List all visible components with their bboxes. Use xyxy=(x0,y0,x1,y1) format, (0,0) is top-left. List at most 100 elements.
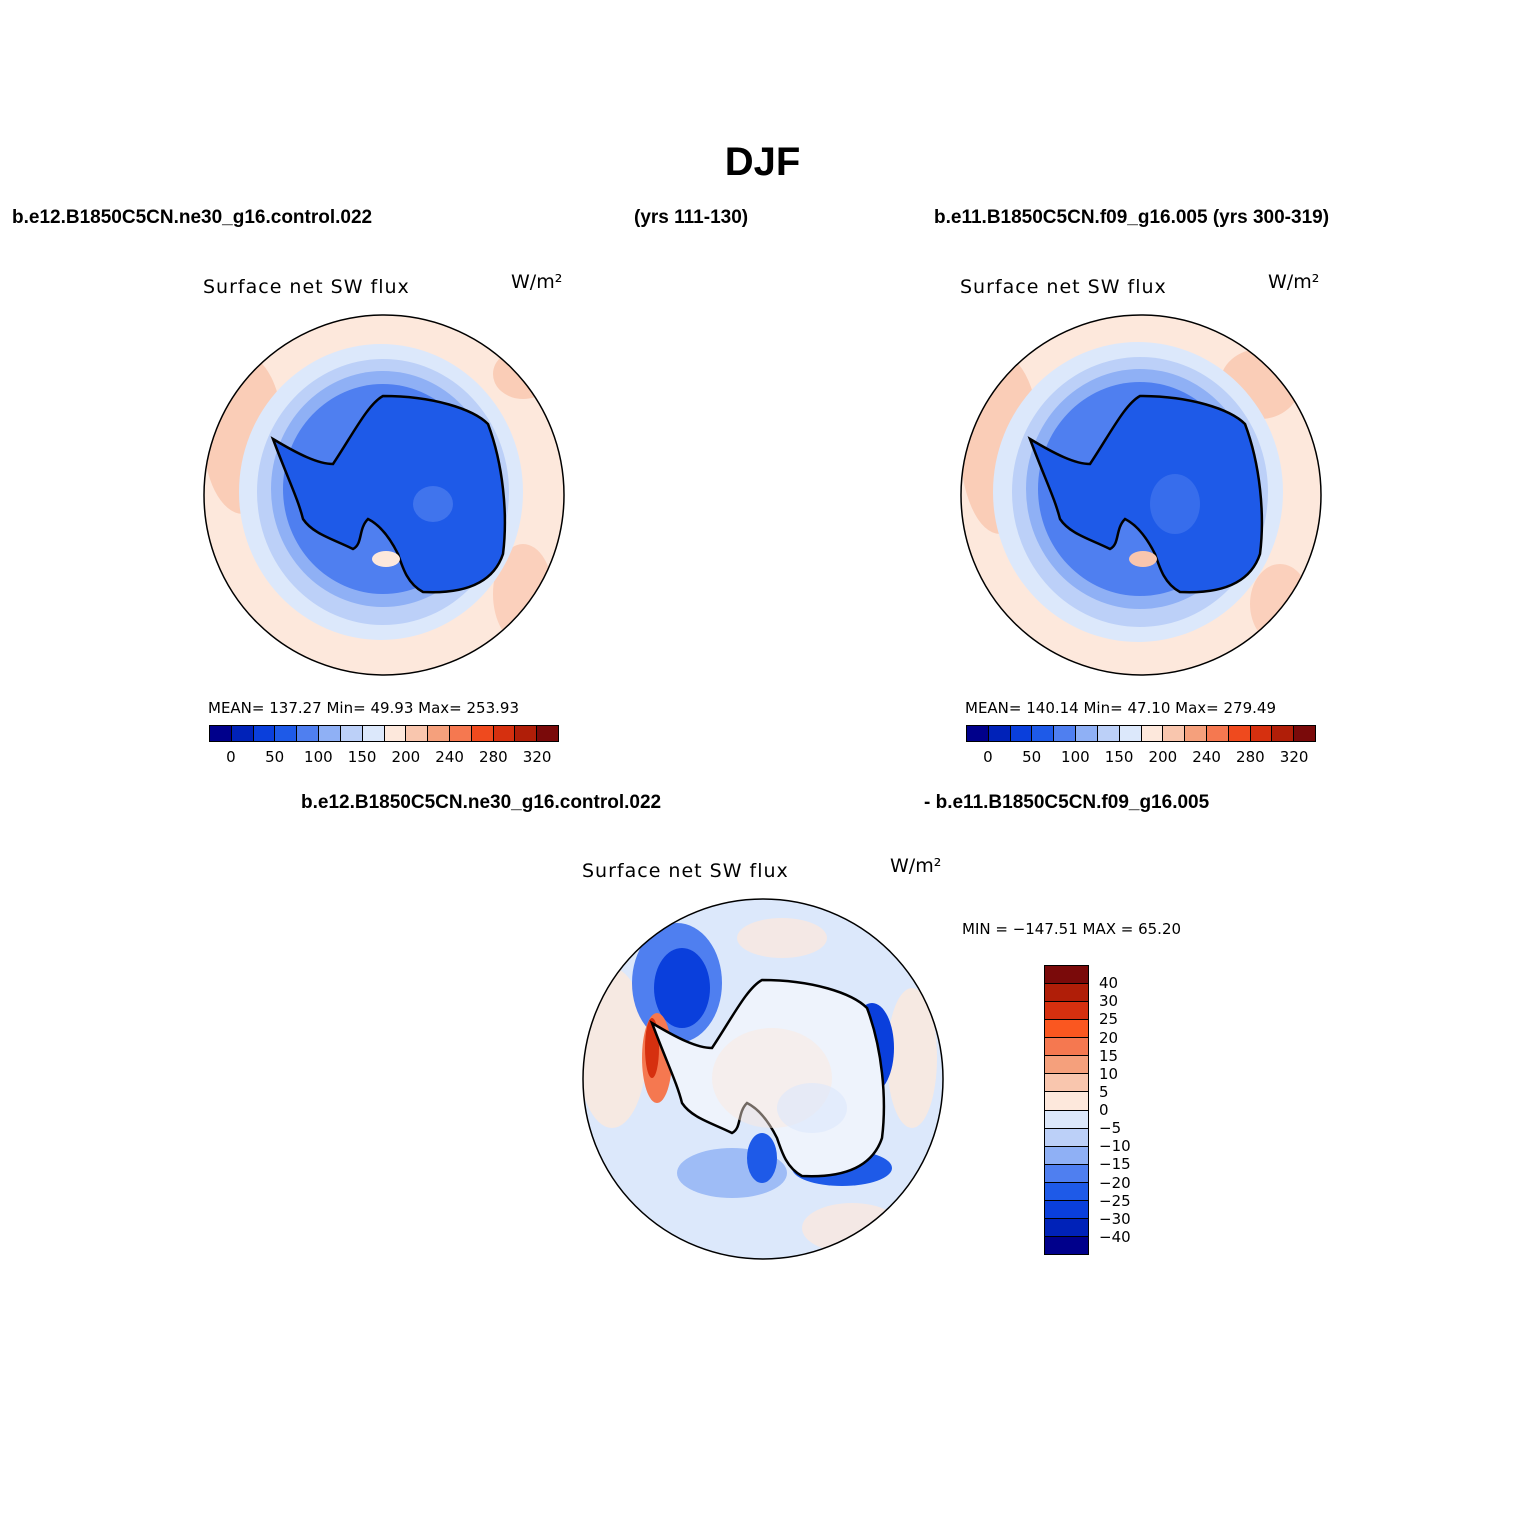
panel2-colorbar-tick: 50 xyxy=(1022,748,1042,766)
panel1-units: W/m² xyxy=(511,271,563,293)
panel3-variable: Surface net SW flux xyxy=(582,860,789,882)
panel2-colorbar-box xyxy=(1250,726,1273,741)
panel3-colorbar-tick: 10 xyxy=(1099,1064,1119,1083)
panel3-colorbar-tick: −20 xyxy=(1099,1173,1131,1192)
panel1-colorbar-box xyxy=(537,726,558,741)
panel3-colorbar-box xyxy=(1045,984,1088,1003)
panel3-colorbar-tick: 25 xyxy=(1099,1010,1119,1029)
panel1-colorbar-tick: 0 xyxy=(226,748,236,766)
panel2-colorbar-tick: 150 xyxy=(1104,748,1134,766)
panel3-colorbar-tick: −5 xyxy=(1099,1119,1122,1138)
panel3-colorbar-tick: 30 xyxy=(1099,992,1119,1011)
panel1-colorbar-tick: 50 xyxy=(265,748,285,766)
panel3-colorbar-tick: −25 xyxy=(1099,1191,1131,1210)
panel2-colorbar-box xyxy=(1163,726,1186,741)
panel1-colorbar-box xyxy=(253,726,276,741)
panel2-colorbar-box xyxy=(1010,726,1033,741)
panel1-colorbar-tick: 200 xyxy=(391,748,421,766)
panel1-colorbar-box xyxy=(319,726,341,741)
panel2-colorbar-box xyxy=(1032,726,1055,741)
panel1-colorbar-box xyxy=(362,726,385,741)
panel3-colorbar-tick: 0 xyxy=(1099,1101,1109,1119)
panel3-colorbar-tick: −15 xyxy=(1099,1155,1131,1174)
panel1-variable: Surface net SW flux xyxy=(203,276,410,298)
panel1-colorbar-box xyxy=(231,726,254,741)
panel3-colorbar-box xyxy=(1045,1020,1088,1039)
panel2-variable: Surface net SW flux xyxy=(960,276,1167,298)
case1-years: (yrs 111-130) xyxy=(634,207,749,228)
panel1-colorbar-box xyxy=(406,726,429,741)
panel2-colorbar-box xyxy=(1294,726,1315,741)
panel2-colorbar-box xyxy=(1076,726,1098,741)
panel2-colorbar-tick: 0 xyxy=(983,748,993,766)
panel1-stats: MEAN= 137.27 Min= 49.93 Max= 253.93 xyxy=(208,699,519,717)
panel3-colorbar-box xyxy=(1045,1056,1088,1075)
panel3-colorbar-box xyxy=(1045,1182,1088,1201)
panel2-colorbar-box xyxy=(1272,726,1295,741)
panel1-colorbar-tick: 100 xyxy=(304,748,333,766)
panel3-colorbar-tick: −10 xyxy=(1099,1137,1131,1156)
panel3-stats: MIN = −147.51 MAX = 65.20 xyxy=(962,920,1182,938)
panel2-colorbar xyxy=(966,725,1316,742)
panel2-colorbar-box xyxy=(1206,726,1229,741)
panel1-colorbar-box xyxy=(449,726,472,741)
page-title: DJF xyxy=(724,140,801,184)
panel3-colorbar-tick: 20 xyxy=(1099,1028,1119,1047)
panel2-stats: MEAN= 140.14 Min= 47.10 Max= 279.49 xyxy=(965,699,1276,717)
panel2-colorbar-tick: 100 xyxy=(1061,748,1090,766)
panel2-colorbar-box xyxy=(988,726,1011,741)
panel3-colorbar-tick: 40 xyxy=(1099,974,1119,993)
case1-label: b.e12.B1850C5CN.ne30_g16.control.022 xyxy=(12,207,373,228)
diff-case1-label: b.e12.B1850C5CN.ne30_g16.control.022 xyxy=(301,792,662,813)
panel1-colorbar-box xyxy=(515,726,538,741)
panel2-colorbar-tick: 280 xyxy=(1236,748,1265,766)
panel2-colorbar-box xyxy=(1054,726,1077,741)
panel1-colorbar-tick: 240 xyxy=(435,748,464,766)
panel1-colorbar-tick: 280 xyxy=(479,748,508,766)
panel1-colorbar-box xyxy=(340,726,363,741)
panel3-units: W/m² xyxy=(890,855,942,877)
panel1-colorbar-box xyxy=(471,726,494,741)
panel2-colorbar-box xyxy=(1228,726,1251,741)
panel3-colorbar-box xyxy=(1045,1002,1088,1021)
panel3-colorbar-box xyxy=(1045,1110,1088,1129)
panel2-colorbar-box xyxy=(1097,726,1120,741)
panel3-colorbar-box xyxy=(1045,1200,1088,1219)
panel1-polar-map xyxy=(203,314,565,676)
panel2-colorbar-tick: 240 xyxy=(1192,748,1221,766)
case2-label: b.e11.B1850C5CN.f09_g16.005 (yrs 300-319… xyxy=(934,207,1330,228)
panel1-colorbar-box xyxy=(493,726,516,741)
panel3-colorbar-box xyxy=(1045,1038,1088,1057)
panel2-colorbar-box xyxy=(1185,726,1207,741)
panel2-polar-map xyxy=(960,314,1322,676)
panel3-polar-map xyxy=(582,898,944,1260)
panel3-colorbar-box xyxy=(1045,1074,1088,1093)
panel2-colorbar-box xyxy=(1119,726,1142,741)
panel1-colorbar-box xyxy=(384,726,407,741)
panel1-colorbar-tick: 320 xyxy=(522,748,552,766)
panel3-colorbar-box xyxy=(1045,1164,1088,1183)
panel2-colorbar-box xyxy=(1141,726,1164,741)
panel1-colorbar-box xyxy=(297,726,320,741)
panel1-colorbar-box xyxy=(210,726,232,741)
panel3-colorbar-box xyxy=(1045,1092,1088,1111)
panel3-colorbar-tick: −40 xyxy=(1099,1227,1131,1246)
diff-case2-label: - b.e11.B1850C5CN.f09_g16.005 xyxy=(924,792,1210,813)
panel2-colorbar-tick: 320 xyxy=(1279,748,1309,766)
panel3-colorbar xyxy=(1044,965,1089,1255)
panel1-colorbar-box xyxy=(428,726,450,741)
panel3-colorbar-box xyxy=(1045,1146,1088,1165)
panel3-colorbar-tick: 15 xyxy=(1099,1046,1119,1065)
panel1-colorbar-box xyxy=(275,726,298,741)
panel3-colorbar-box xyxy=(1045,1218,1088,1237)
panel2-colorbar-box xyxy=(967,726,989,741)
panel3-colorbar-tick: 5 xyxy=(1099,1082,1109,1101)
panel2-units: W/m² xyxy=(1268,271,1320,293)
panel3-colorbar-tick: −30 xyxy=(1099,1209,1131,1228)
panel3-colorbar-box xyxy=(1045,966,1088,985)
panel1-colorbar xyxy=(209,725,559,742)
panel2-colorbar-tick: 200 xyxy=(1148,748,1178,766)
panel3-colorbar-box xyxy=(1045,1236,1088,1254)
panel1-colorbar-tick: 150 xyxy=(347,748,377,766)
panel3-colorbar-box xyxy=(1045,1128,1088,1147)
